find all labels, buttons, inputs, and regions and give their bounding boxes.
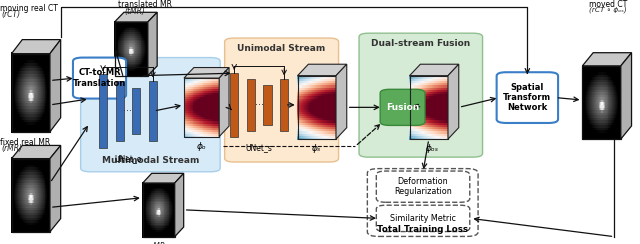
FancyBboxPatch shape — [497, 72, 558, 123]
Text: rMR: rMR — [151, 242, 166, 244]
Polygon shape — [148, 12, 157, 76]
Bar — [99, 74, 108, 148]
Polygon shape — [582, 53, 632, 66]
FancyBboxPatch shape — [380, 89, 425, 125]
Text: Unimodal Stream: Unimodal Stream — [237, 44, 326, 53]
Bar — [149, 81, 157, 141]
Text: Spatial
Transform
Network: Spatial Transform Network — [503, 83, 552, 112]
Polygon shape — [12, 40, 61, 54]
Text: Dual-stream Fusion: Dual-stream Fusion — [371, 39, 470, 48]
Text: (rMR): (rMR) — [1, 144, 22, 153]
Text: ϕₒ: ϕₒ — [196, 142, 207, 151]
Polygon shape — [175, 173, 184, 237]
Text: ϕₛ: ϕₛ — [312, 144, 321, 153]
Text: (tMR): (tMR) — [125, 7, 146, 16]
Text: Fusion: Fusion — [386, 103, 419, 112]
FancyBboxPatch shape — [376, 205, 470, 232]
Text: CT-to-MR
Translation: CT-to-MR Translation — [73, 68, 126, 88]
Text: moved CT: moved CT — [589, 0, 627, 10]
Text: (rCT ∘ ϕₒₛ): (rCT ∘ ϕₒₛ) — [589, 7, 627, 13]
Text: Similarity Metric: Similarity Metric — [390, 214, 456, 223]
Text: Total Training Loss: Total Training Loss — [377, 225, 468, 234]
Bar — [280, 79, 289, 131]
Bar — [247, 79, 255, 131]
Text: (rCT): (rCT) — [1, 10, 20, 19]
Bar — [132, 88, 141, 134]
Polygon shape — [298, 64, 347, 76]
Polygon shape — [143, 173, 184, 183]
Text: UNet_o: UNet_o — [115, 154, 141, 163]
FancyBboxPatch shape — [359, 33, 483, 157]
Text: ···: ··· — [255, 100, 264, 110]
Text: ···: ··· — [124, 106, 132, 116]
Polygon shape — [621, 53, 632, 139]
Text: Multimodal Stream: Multimodal Stream — [102, 156, 199, 165]
Text: moving real CT: moving real CT — [0, 4, 58, 13]
Polygon shape — [219, 68, 229, 137]
Polygon shape — [12, 145, 61, 159]
Bar — [230, 73, 239, 137]
FancyBboxPatch shape — [73, 58, 126, 99]
Polygon shape — [410, 64, 459, 76]
Polygon shape — [50, 40, 61, 132]
Text: fixed real MR: fixed real MR — [0, 138, 51, 147]
FancyBboxPatch shape — [367, 169, 478, 236]
Polygon shape — [115, 12, 157, 22]
FancyBboxPatch shape — [81, 58, 220, 172]
FancyBboxPatch shape — [376, 171, 470, 202]
Bar — [264, 85, 272, 125]
Text: translated MR: translated MR — [118, 0, 172, 10]
Polygon shape — [448, 64, 459, 139]
Text: ϕₒₛ: ϕₒₛ — [426, 144, 438, 153]
Polygon shape — [184, 68, 229, 78]
Text: Deformation
Regularization: Deformation Regularization — [394, 177, 452, 196]
Polygon shape — [336, 64, 347, 139]
FancyBboxPatch shape — [225, 38, 339, 162]
Text: UNet_s: UNet_s — [246, 143, 273, 152]
Polygon shape — [50, 145, 61, 232]
Bar — [116, 81, 124, 141]
